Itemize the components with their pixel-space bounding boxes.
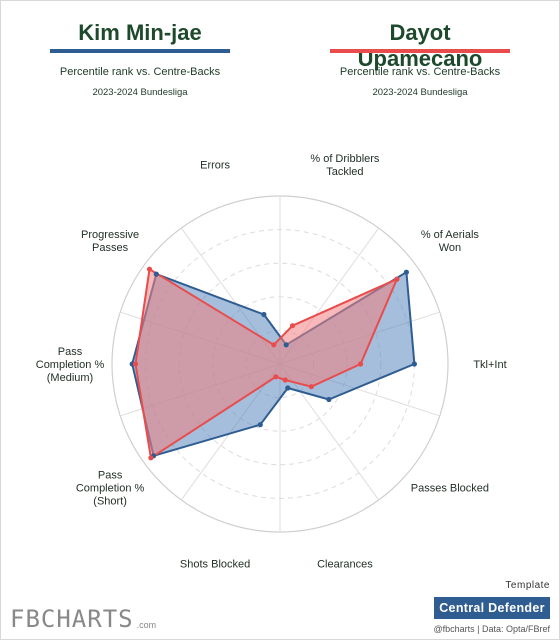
data-point-right (358, 361, 364, 367)
axis-label: Tkl+Int (473, 359, 506, 371)
data-point-right (308, 384, 314, 390)
data-point-right (132, 361, 139, 367)
axis-label-line: Errors (200, 159, 230, 171)
axis-label-line: Progressive (81, 229, 139, 241)
data-source: @fbcharts | Data: Opta/FBref (433, 624, 550, 634)
role-badge: Central Defender (434, 597, 550, 619)
data-point-left (153, 271, 159, 277)
axis-label-line: Pass (98, 469, 123, 481)
axis-label-line: Passes Blocked (411, 482, 489, 494)
data-point-right (394, 276, 400, 282)
right-player-underline (330, 49, 510, 53)
left-season: 2023-2024 Bundesliga (92, 87, 188, 98)
axis-label: Shots Blocked (180, 559, 250, 571)
axis-label-line: % of Aerials (421, 229, 480, 241)
axis-label-line: Tkl+Int (473, 359, 506, 371)
axis-label-line: (Medium) (47, 372, 93, 384)
data-point-right (271, 342, 277, 348)
data-point-left (411, 361, 417, 367)
left-subtitle: Percentile rank vs. Centre-Backs (59, 66, 221, 78)
left-player-name: Kim Min-jae (78, 20, 202, 45)
data-point-left (326, 396, 332, 403)
axis-label: Clearances (317, 559, 373, 571)
axis-label: % of Dribblers Tackled (310, 153, 380, 178)
axis-label-line: Tackled (326, 166, 363, 178)
brand-logo: FBCHARTS .com (10, 606, 156, 632)
axis-label-line: Completion % (76, 482, 145, 494)
data-point-right (146, 266, 153, 272)
template-label: Template (505, 580, 550, 591)
axis-label-line: Clearances (317, 559, 373, 571)
data-point-right (148, 455, 154, 461)
axis-label: Pass Completion % (Medium) (36, 346, 105, 384)
axis-label-line: Shots Blocked (180, 559, 250, 571)
axis-label: Errors (200, 159, 230, 171)
data-point-right (289, 323, 296, 329)
axis-label: Pass Completion % (Short) (76, 469, 145, 507)
axis-label: Progressive Passes (81, 229, 139, 254)
data-point-right (273, 374, 279, 380)
data-point-right (282, 377, 288, 383)
data-point-left (261, 311, 267, 318)
data-point-left (283, 342, 289, 348)
right-season: 2023-2024 Bundesliga (372, 87, 468, 98)
axis-label-line: % of Dribblers (310, 153, 380, 165)
data-point-left (285, 385, 291, 391)
brand-name: FBCHARTS (10, 605, 134, 633)
axis-label-line: Completion % (36, 359, 105, 371)
brand-domain: .com (136, 620, 157, 630)
axis-label: Passes Blocked (411, 482, 489, 494)
axis-label: % of Aerials Won (421, 229, 480, 254)
left-player-underline (50, 49, 230, 53)
data-point-left (403, 269, 409, 275)
data-point-left (257, 422, 263, 428)
axis-label-line: Pass (58, 346, 83, 358)
right-subtitle: Percentile rank vs. Centre-Backs (339, 66, 501, 78)
axis-label-line: Passes (92, 242, 129, 254)
axis-label-line: Won (439, 242, 461, 254)
axis-label-line: (Short) (93, 495, 127, 507)
